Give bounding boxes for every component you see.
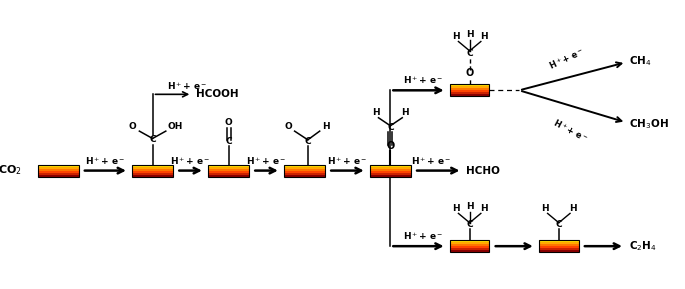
Bar (450, 86, 490, 88)
Bar (539, 240, 579, 242)
Bar (450, 240, 490, 242)
Text: O: O (386, 141, 395, 151)
Bar (132, 164, 173, 166)
Bar (539, 246, 579, 248)
Bar (450, 240, 490, 252)
Text: H: H (479, 32, 487, 41)
Bar (38, 173, 79, 175)
Text: H$^+$+ e$^-$: H$^+$+ e$^-$ (403, 75, 444, 86)
Text: CH$_3$OH: CH$_3$OH (629, 117, 669, 131)
Text: H$^+$+ e$^-$: H$^+$+ e$^-$ (547, 46, 586, 72)
Text: C: C (466, 221, 473, 229)
Text: H$^+$+ e$^-$: H$^+$+ e$^-$ (85, 155, 125, 166)
Text: H: H (452, 32, 460, 41)
Bar (539, 250, 579, 252)
Bar (284, 164, 325, 166)
Text: C: C (225, 137, 232, 146)
Bar (284, 168, 325, 171)
Text: H$^+$+ e$^-$: H$^+$+ e$^-$ (403, 230, 444, 242)
Text: H$^+$+ e$^-$: H$^+$+ e$^-$ (167, 80, 208, 92)
Bar (132, 166, 173, 168)
Text: H$^+$+ e$^-$: H$^+$+ e$^-$ (410, 155, 451, 166)
Bar (370, 171, 411, 173)
Bar (284, 175, 325, 177)
Bar (370, 166, 411, 168)
Text: H: H (466, 202, 473, 211)
Bar (208, 164, 249, 166)
Text: H: H (569, 204, 577, 213)
Bar (539, 242, 579, 244)
Bar (450, 94, 490, 96)
Text: H: H (372, 108, 379, 117)
Bar (450, 242, 490, 244)
Bar (38, 164, 79, 166)
Bar (38, 175, 79, 177)
Bar (38, 168, 79, 171)
Text: O: O (225, 118, 232, 127)
Bar (132, 173, 173, 175)
Bar (450, 248, 490, 250)
Bar (38, 164, 79, 177)
Bar (370, 164, 411, 166)
Text: C$_2$H$_4$: C$_2$H$_4$ (629, 239, 656, 253)
Bar (370, 164, 411, 177)
Text: C: C (556, 221, 562, 229)
Bar (208, 171, 249, 173)
Bar (208, 166, 249, 168)
Text: H$^+$+ e$^-$: H$^+$+ e$^-$ (327, 155, 368, 166)
Bar (450, 88, 490, 90)
Bar (370, 168, 411, 171)
Bar (450, 84, 490, 86)
Text: H: H (541, 204, 549, 213)
Bar (539, 248, 579, 250)
Text: CO$_2$: CO$_2$ (0, 164, 22, 177)
Text: C: C (305, 137, 311, 146)
Text: CH$_4$: CH$_4$ (629, 54, 651, 68)
Text: C: C (466, 49, 473, 58)
Text: H: H (401, 108, 409, 117)
Bar (208, 175, 249, 177)
Bar (132, 168, 173, 171)
Bar (370, 173, 411, 175)
Text: H: H (466, 30, 473, 40)
Bar (132, 164, 173, 177)
Text: O: O (466, 68, 474, 78)
Text: H$^+$+ e$^-$: H$^+$+ e$^-$ (171, 155, 211, 166)
Bar (539, 244, 579, 246)
Bar (284, 164, 325, 177)
Bar (38, 171, 79, 173)
Bar (450, 90, 490, 92)
Text: OH: OH (167, 122, 182, 131)
Bar (284, 173, 325, 175)
Bar (450, 244, 490, 246)
Text: O: O (129, 122, 137, 131)
Bar (450, 84, 490, 96)
Bar (38, 166, 79, 168)
Text: O: O (284, 122, 292, 131)
Text: C: C (149, 136, 156, 144)
Text: H$^+$+ e$^-$: H$^+$+ e$^-$ (247, 155, 287, 166)
Bar (539, 240, 579, 252)
Bar (370, 175, 411, 177)
Bar (284, 166, 325, 168)
Text: H$^+$+ e$^-$: H$^+$+ e$^-$ (551, 117, 590, 145)
Bar (284, 171, 325, 173)
Bar (132, 175, 173, 177)
Text: HCOOH: HCOOH (195, 89, 238, 99)
Bar (450, 246, 490, 248)
Bar (208, 164, 249, 177)
Bar (450, 92, 490, 94)
Text: C: C (387, 123, 394, 132)
Bar (450, 250, 490, 252)
Bar (208, 168, 249, 171)
Text: H: H (479, 204, 487, 213)
Bar (208, 173, 249, 175)
Text: HCHO: HCHO (466, 166, 500, 176)
Text: H: H (323, 122, 330, 131)
Bar (132, 171, 173, 173)
Text: H: H (452, 204, 460, 213)
